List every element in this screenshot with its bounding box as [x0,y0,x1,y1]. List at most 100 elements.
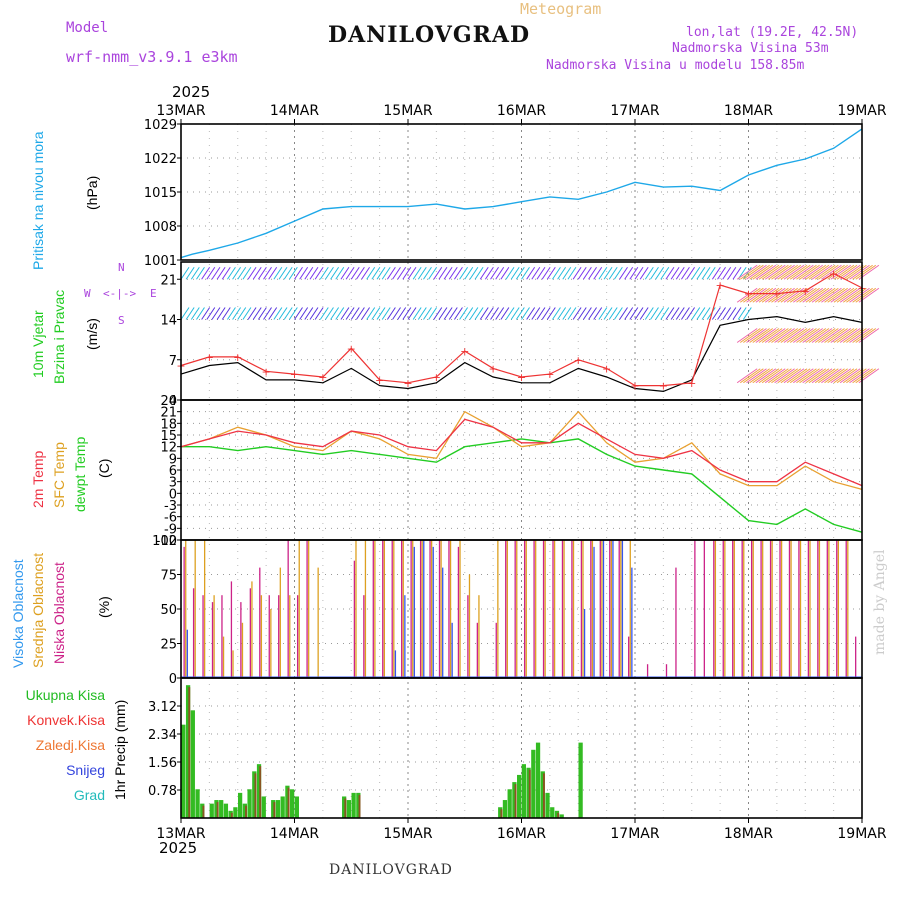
wind-barb-21 [309,266,319,280]
wind-barb-strong [849,328,870,343]
wind-barb-strong [739,287,761,303]
wind-gust-marker: + [716,279,725,292]
wind-barb-14 [371,307,381,320]
precip-bar [219,800,224,818]
precip-bar [521,764,526,818]
wind-barb-21 [696,266,706,280]
precip-conv-bar [344,798,347,818]
wind-barb-21 [464,266,474,280]
wind-barb-14 [686,307,696,320]
precip-bar [256,764,262,818]
wind-barb-14 [670,307,680,320]
panel-frames [177,119,863,823]
wind-barb-strong [824,287,845,303]
precip-ytick-label: 3.12 [148,700,177,715]
wind-gust-marker: + [403,377,412,390]
wind-barb-21 [701,266,711,280]
wind-barb-21 [314,266,324,280]
wind-barb-21 [495,266,505,280]
temp-ytick-label: 24 [160,394,177,409]
precip-conv-bar [254,773,257,818]
wind-barb-strong [758,328,780,343]
wind-ytick-label: 21 [160,273,177,288]
wind-gust-marker: + [290,368,299,381]
t2m-line [180,418,863,487]
precip-bar [275,800,281,818]
wind-barb-strong [808,368,830,384]
wind-barb-strong [805,287,827,303]
wind-speed-line [180,315,863,393]
wind-barb-14 [732,307,742,320]
wind-barb-strong [836,368,858,384]
wind-barb-strong [777,328,799,343]
wind-barb-strong [786,328,808,343]
wind-barb-strong [736,328,758,343]
wind-barb-21 [717,266,726,280]
precip-bar [242,803,247,818]
wind-barb-strong [739,328,761,343]
wind-barb-strong [761,328,783,343]
wind-gust-marker: + [517,371,526,384]
wind-barb-strong [821,328,842,343]
wind-barb-21 [655,266,665,280]
precip-conv-bar [230,812,233,818]
precip-bar [526,767,531,818]
wind-barb-strong [799,287,820,303]
wind-barb-strong [821,264,842,280]
wind-barb-strong [749,368,770,384]
wind-barb-14 [288,307,298,320]
wind-barb-21 [722,266,732,280]
wind-barb-21 [691,266,701,280]
wind-barb-14 [350,307,360,320]
wind-barb-14 [428,307,438,320]
wind-barb-strong [814,368,836,384]
wind-barb-14 [608,307,618,320]
wind-barb-14 [526,307,536,320]
wind-barb-14 [273,307,283,320]
wind-barb-21 [479,266,489,280]
wind-barb-strong [799,328,820,343]
precip-conv-bar [528,769,531,818]
date-tick-bottom: 19MAR [837,826,886,842]
wind-barb-21 [397,266,407,280]
wind-barb-21 [686,266,696,280]
wind-barb-strong [771,287,792,303]
wind-barb-14 [216,307,226,320]
date-tick-bottom: 13MAR [156,826,205,842]
wind-barb-14 [557,307,567,320]
wind-gust-marker: + [829,268,838,281]
wind-barb-14 [376,307,386,320]
date-tick-top: 14MAR [270,103,319,119]
wind-compass-arrows: <-|-> [103,287,137,300]
wind-barb-strong [749,264,770,280]
wind-gust-marker: + [602,362,611,375]
precip-bar [531,749,536,818]
date-tick-top: 18MAR [724,103,773,119]
date-tick-bottom: 18MAR [724,826,773,842]
precip-bar [554,810,560,818]
wind-barb-21 [330,266,340,280]
precip-conv-bar [273,802,276,818]
wind-barb-21 [681,266,690,280]
wind-barb-21 [412,266,422,280]
wind-barb-21 [221,266,231,280]
dewpt-line [181,438,863,533]
temp-ytick-label: -12 [156,534,177,549]
wind-barb-21 [211,266,221,280]
wind-barb-strong [749,328,770,343]
wind-barb-21 [448,266,458,280]
wind-barb-21 [201,266,211,280]
precip-bar [200,803,205,818]
wind-barb-21 [531,266,541,280]
wind-barb-21 [428,266,438,280]
wind-barb-strong [764,368,786,384]
date-tick-bottom: 14MAR [270,826,319,842]
precip-bar [247,789,252,818]
wind-barb-21 [650,266,659,280]
precip-bar [512,782,517,818]
wind-barb-14 [742,307,752,320]
wind-barb-strong [830,328,852,343]
wind-barb-14 [206,307,216,320]
wind-barb-14 [392,307,401,320]
